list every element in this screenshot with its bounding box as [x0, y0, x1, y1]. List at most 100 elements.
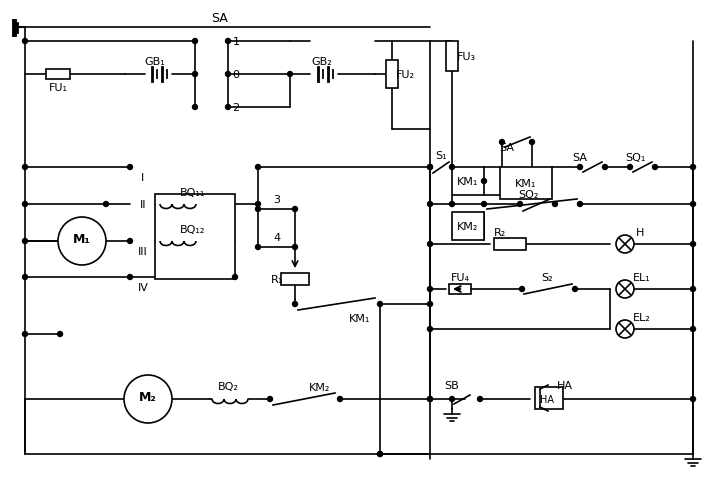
- Text: II: II: [140, 199, 146, 210]
- Text: 0: 0: [232, 70, 239, 80]
- Circle shape: [520, 287, 525, 292]
- Circle shape: [450, 202, 455, 207]
- Circle shape: [128, 239, 133, 244]
- Circle shape: [616, 320, 634, 338]
- Circle shape: [292, 245, 297, 250]
- Circle shape: [428, 165, 433, 170]
- Text: FU₂: FU₂: [395, 70, 414, 80]
- Circle shape: [128, 165, 133, 170]
- Circle shape: [292, 207, 297, 212]
- Circle shape: [573, 287, 578, 292]
- Bar: [449, 285, 471, 294]
- Circle shape: [193, 39, 198, 45]
- Circle shape: [428, 287, 433, 292]
- Bar: [494, 239, 526, 251]
- Circle shape: [287, 72, 292, 77]
- Circle shape: [578, 202, 582, 207]
- Text: SQ₂: SQ₂: [517, 190, 538, 199]
- Circle shape: [450, 397, 455, 402]
- Circle shape: [481, 202, 486, 207]
- Text: KM₁: KM₁: [349, 313, 371, 323]
- Bar: [452, 212, 484, 241]
- Circle shape: [23, 39, 28, 45]
- Text: SA: SA: [212, 12, 228, 25]
- Text: KM₁: KM₁: [515, 179, 537, 189]
- Circle shape: [124, 375, 172, 423]
- Text: HA: HA: [540, 394, 554, 404]
- Bar: [386, 61, 398, 89]
- Circle shape: [428, 327, 433, 332]
- Text: SQ₁: SQ₁: [625, 152, 645, 163]
- Circle shape: [225, 39, 230, 45]
- Circle shape: [530, 140, 534, 145]
- Circle shape: [378, 302, 383, 307]
- Text: 1: 1: [232, 37, 239, 47]
- Circle shape: [23, 275, 28, 280]
- Circle shape: [58, 217, 106, 265]
- Bar: [155, 195, 235, 279]
- Circle shape: [193, 106, 198, 110]
- Circle shape: [602, 165, 607, 170]
- Text: I: I: [141, 173, 145, 182]
- Text: HA: HA: [557, 380, 573, 390]
- Circle shape: [428, 165, 433, 170]
- Text: KM₂: KM₂: [457, 222, 479, 231]
- Circle shape: [616, 280, 634, 298]
- Circle shape: [428, 397, 433, 402]
- Text: FU₁: FU₁: [49, 83, 68, 93]
- Text: GB₁: GB₁: [145, 57, 165, 67]
- Text: M₁: M₁: [73, 233, 91, 246]
- Circle shape: [268, 397, 273, 402]
- Text: S₂: S₂: [542, 272, 553, 283]
- Circle shape: [578, 165, 582, 170]
- Bar: [446, 42, 458, 72]
- Circle shape: [690, 327, 695, 332]
- Circle shape: [225, 72, 230, 77]
- Bar: [281, 273, 309, 286]
- Text: GB₂: GB₂: [311, 57, 333, 67]
- Circle shape: [690, 165, 695, 170]
- Text: M₂: M₂: [139, 391, 157, 404]
- Text: SA: SA: [573, 152, 587, 163]
- Bar: [500, 167, 552, 199]
- Circle shape: [292, 302, 297, 307]
- Circle shape: [481, 179, 486, 184]
- Circle shape: [256, 165, 261, 170]
- Text: SB: SB: [445, 380, 460, 390]
- Text: FU₄: FU₄: [450, 272, 469, 283]
- Circle shape: [23, 165, 28, 170]
- Circle shape: [428, 242, 433, 247]
- Bar: [46, 70, 70, 80]
- Circle shape: [428, 397, 433, 402]
- Text: 2: 2: [232, 103, 239, 113]
- Text: IV: IV: [138, 283, 148, 292]
- Circle shape: [256, 245, 261, 250]
- Circle shape: [23, 332, 28, 337]
- Circle shape: [652, 165, 657, 170]
- Circle shape: [193, 72, 198, 77]
- Circle shape: [428, 302, 433, 307]
- Text: S₁: S₁: [435, 151, 447, 161]
- Circle shape: [500, 140, 505, 145]
- Circle shape: [628, 165, 633, 170]
- Circle shape: [690, 287, 695, 292]
- Circle shape: [517, 202, 522, 207]
- Text: KM₂: KM₂: [309, 382, 330, 392]
- Bar: [452, 167, 484, 196]
- Circle shape: [256, 207, 261, 212]
- Circle shape: [616, 236, 634, 254]
- Text: BQ₁₁: BQ₁₁: [180, 188, 205, 197]
- Text: R₂: R₂: [494, 227, 506, 238]
- Circle shape: [256, 202, 261, 207]
- Text: H: H: [636, 227, 644, 238]
- Circle shape: [477, 397, 482, 402]
- Circle shape: [690, 242, 695, 247]
- Text: BQ₂: BQ₂: [217, 381, 239, 391]
- Text: EL₂: EL₂: [633, 312, 651, 322]
- Text: EL₁: EL₁: [633, 272, 651, 283]
- Text: BQ₁₂: BQ₁₂: [180, 225, 205, 235]
- Circle shape: [23, 202, 28, 207]
- Text: III: III: [138, 246, 148, 257]
- Circle shape: [128, 275, 133, 280]
- Text: 3: 3: [273, 195, 280, 205]
